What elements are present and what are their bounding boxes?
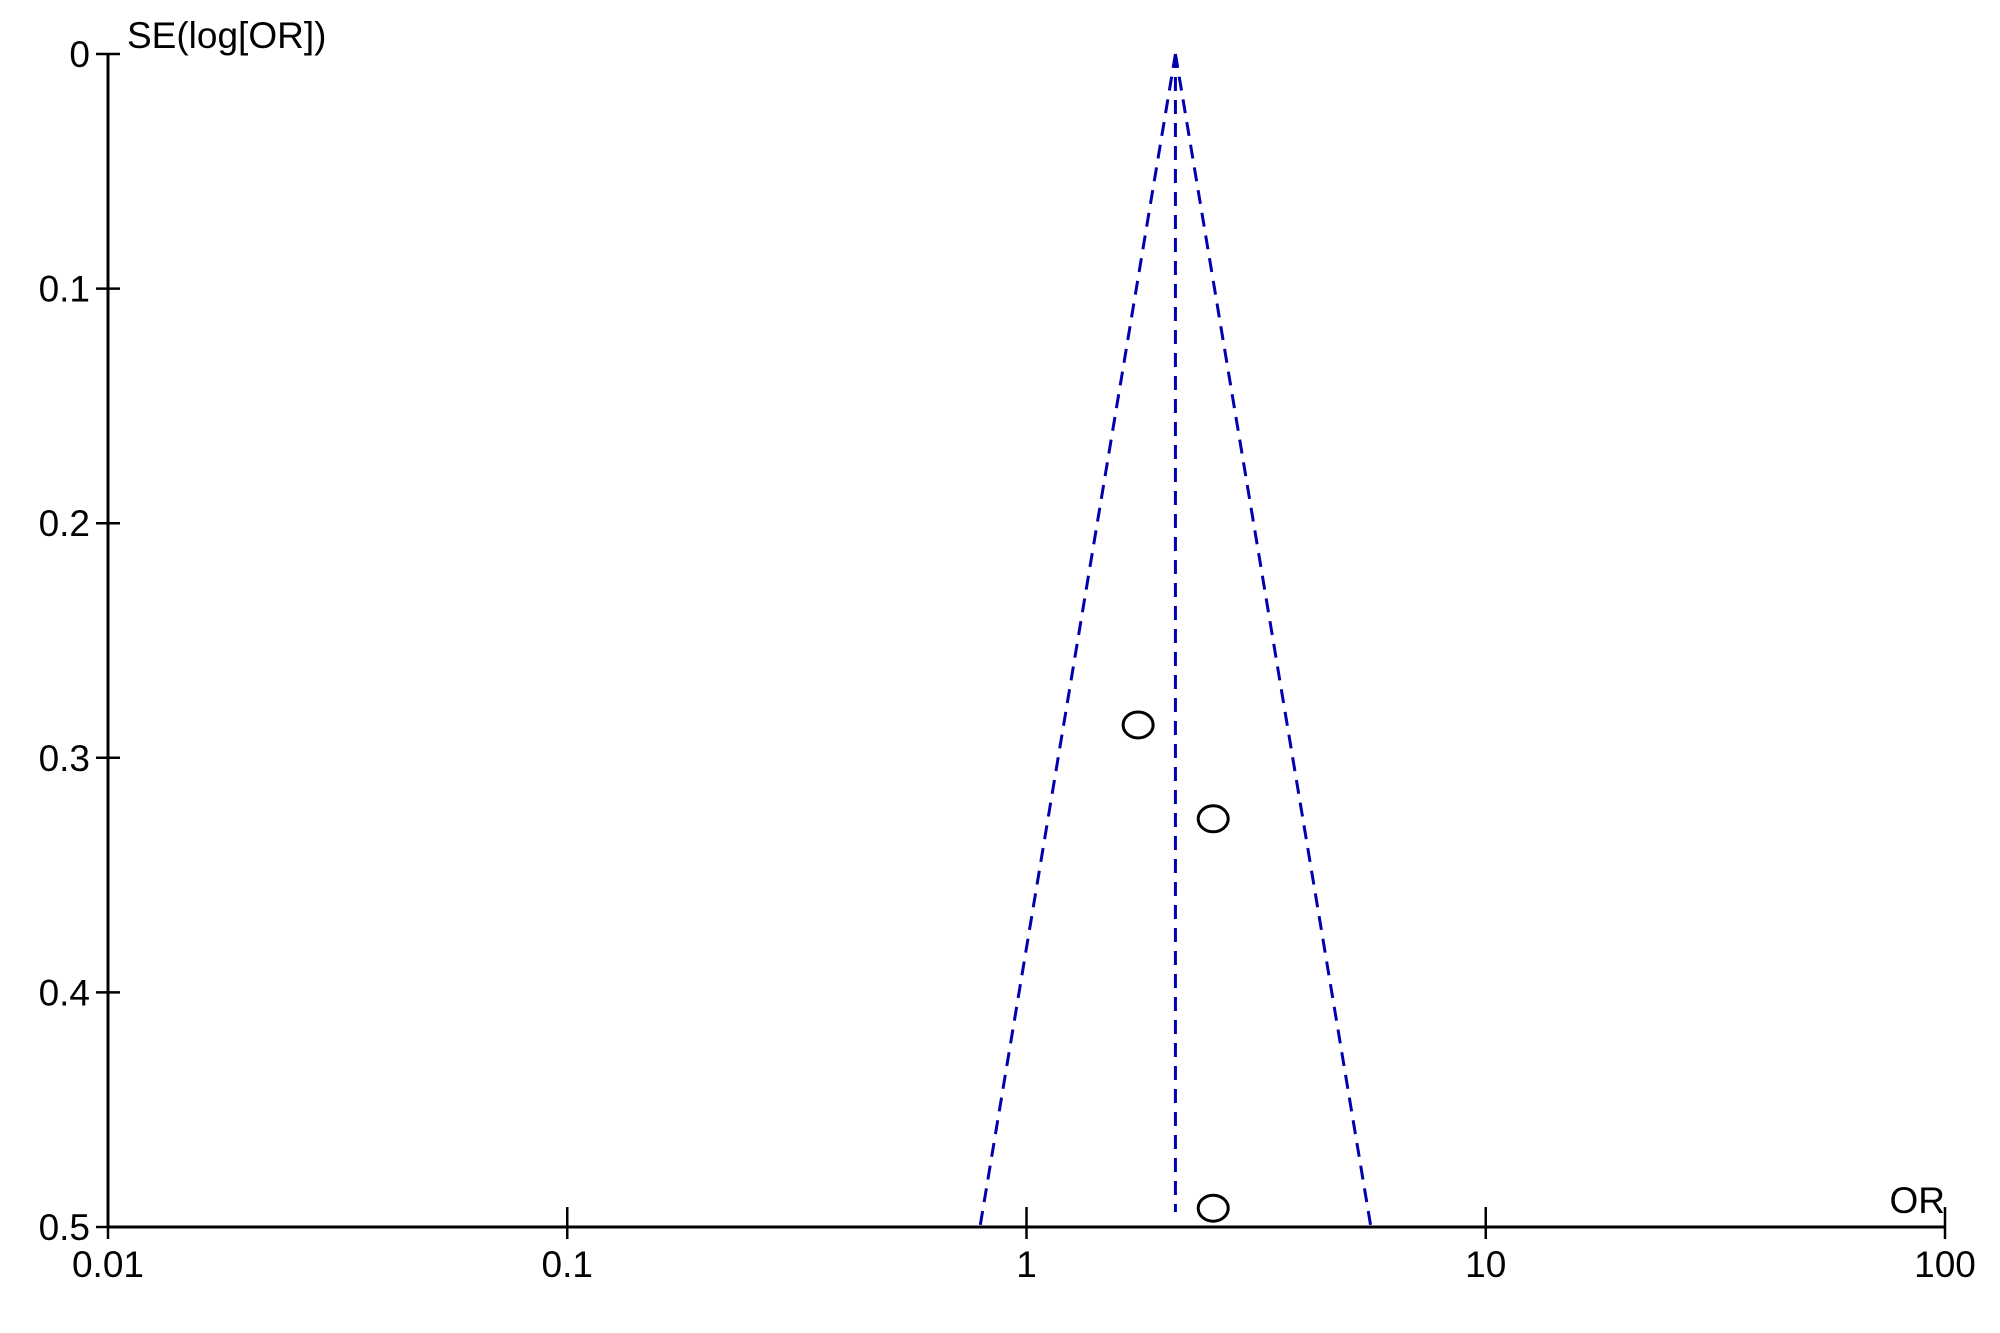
y-tick-label: 0.4	[39, 972, 90, 1013]
y-tick-label: 0.2	[39, 503, 90, 544]
study-point	[1196, 1193, 1230, 1223]
y-tick-label: 0.5	[39, 1207, 90, 1248]
x-tick-label: 0.01	[72, 1244, 144, 1285]
funnel-lines	[978, 53, 1373, 1228]
y-tick-label: 0.3	[39, 738, 90, 779]
study-points	[1121, 710, 1230, 1223]
x-tick-label: 100	[1914, 1244, 1976, 1285]
funnel-right-limit	[1173, 53, 1373, 1228]
x-tick-label: 1	[1016, 1244, 1037, 1285]
x-tick-label: 0.1	[542, 1244, 593, 1285]
funnel-left-limit	[978, 53, 1177, 1228]
y-tick-label: 0.1	[39, 269, 90, 310]
y-tick-label: 0	[69, 34, 90, 75]
y-axis-label: SE(log[OR])	[127, 15, 326, 56]
axes: 0.01 0.1 1 10 100 0 0.1 0.2 0.3 0.4 0.5	[39, 34, 1976, 1285]
x-axis-label: OR	[1890, 1180, 1946, 1221]
study-point	[1121, 710, 1155, 740]
x-tick-label: 10	[1465, 1244, 1506, 1285]
study-point	[1196, 804, 1230, 834]
